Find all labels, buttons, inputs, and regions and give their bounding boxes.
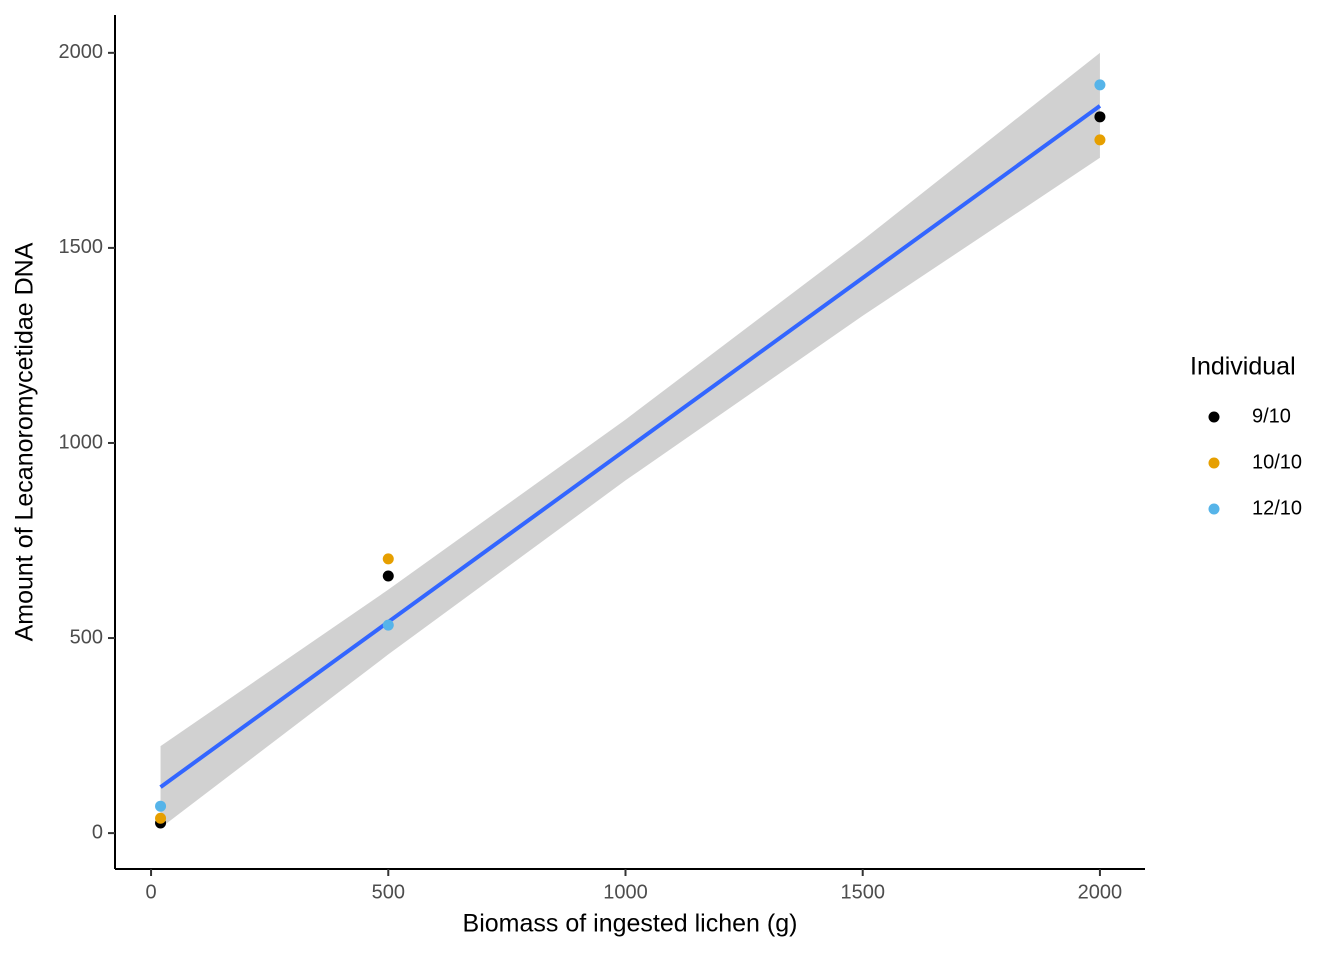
- legend-title: Individual: [1190, 353, 1296, 381]
- point: [382, 553, 394, 565]
- legend-label: 12/10: [1252, 497, 1302, 519]
- y-axis-title: Amount of Lecanoromycetidae DNA: [11, 242, 39, 641]
- x-tick-label: 1500: [840, 881, 885, 903]
- legend-marker: [1208, 411, 1220, 423]
- point: [1094, 111, 1106, 123]
- point: [382, 619, 394, 631]
- x-tick-label: 1000: [603, 881, 648, 903]
- x-tick-label: 2000: [1078, 881, 1123, 903]
- legend-marker: [1208, 457, 1220, 469]
- point: [155, 812, 167, 824]
- x-tick-label: 500: [372, 881, 405, 903]
- point: [155, 800, 167, 812]
- point: [382, 570, 394, 582]
- y-tick-label: 1000: [59, 431, 104, 453]
- y-tick-label: 0: [92, 821, 103, 843]
- confidence-band: [160, 52, 1100, 829]
- legend-marker: [1208, 503, 1220, 515]
- y-tick-label: 500: [70, 626, 103, 648]
- x-tick-label: 0: [145, 881, 156, 903]
- point: [1094, 79, 1106, 91]
- legend-label: 9/10: [1252, 405, 1291, 427]
- legend-label: 10/10: [1252, 451, 1302, 473]
- y-tick-label: 1500: [59, 236, 104, 258]
- y-tick-label: 2000: [59, 41, 104, 63]
- fit-line: [159, 104, 1102, 789]
- point: [1094, 134, 1106, 146]
- x-axis-title: Biomass of ingested lichen (g): [463, 910, 798, 938]
